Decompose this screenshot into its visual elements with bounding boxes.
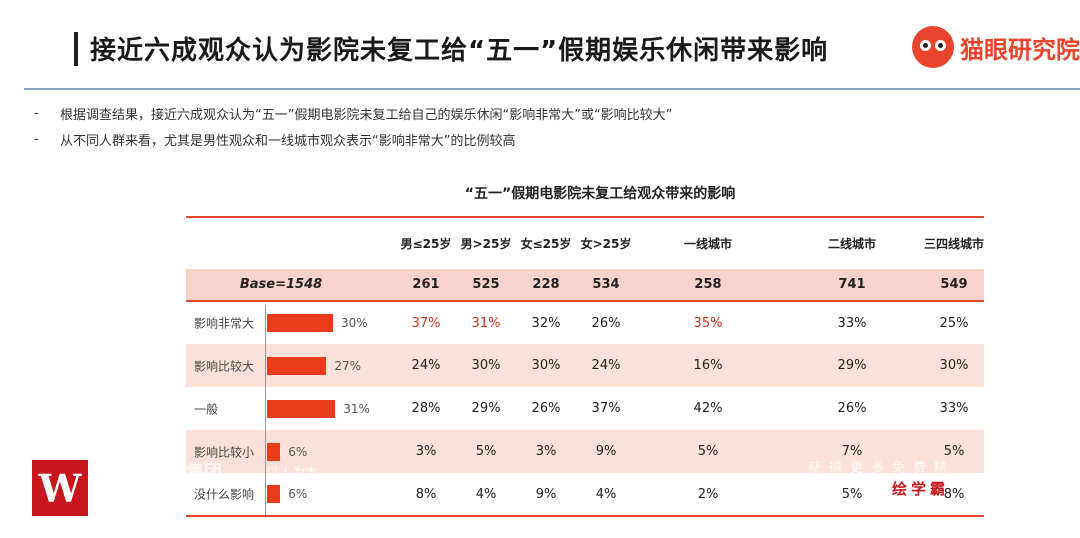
bullet-list: - 根据调查结果，接近六成观众认为“五一”假期电影院未复工给自己的娱乐休闲“影响非…: [34, 100, 672, 152]
column-header: 女>25岁: [580, 236, 632, 251]
column-header: 女≤25岁: [520, 236, 572, 251]
value-cell: 8%: [415, 486, 437, 502]
base-value-cell: 741: [838, 277, 866, 292]
bullet-text: 从不同人群来看，尤其是男性观众和一线城市观众表示“影响非常大”的比例较高: [60, 133, 516, 149]
table-row: 没什么影响 6% 8% 4% 9% 4% 2% 5% 8%: [186, 473, 984, 516]
value-cell: 37%: [411, 315, 441, 331]
category-label: 影响比较小: [194, 445, 255, 459]
value-cell: 26%: [591, 315, 621, 331]
base-value-cell: 258: [694, 277, 722, 292]
value-cell: 28%: [411, 401, 441, 416]
brand-name: 猫眼研究院: [960, 35, 1080, 64]
value-cell: 5%: [697, 444, 719, 459]
table-row: 影响比较大 27% 24% 30% 30% 24% 16% 29% 30%: [186, 344, 984, 387]
base-value-cell: 525: [472, 277, 500, 292]
table-row: 影响比较小 6% 3% 5% 3% 9% 5% 7% 5%: [186, 430, 984, 473]
category-label: 影响比较大: [194, 359, 255, 373]
bar-axis-line: [265, 305, 266, 515]
value-cell: 2%: [697, 486, 719, 502]
value-cell: 37%: [591, 401, 621, 416]
value-cell: 5%: [475, 444, 497, 459]
value-cell: 32%: [531, 315, 561, 331]
overall-bar-label: 30%: [341, 316, 368, 330]
row-label-cell: 没什么影响 6%: [186, 473, 396, 516]
watermark-logo: W: [32, 460, 88, 516]
overall-bar: [267, 399, 336, 418]
value-cell: 30%: [471, 358, 501, 373]
bullet-text: 根据调查结果，接近六成观众认为“五一”假期电影院未复工给自己的娱乐休闲“影响非常…: [60, 107, 673, 123]
column-header: 三四线城市: [924, 236, 985, 251]
watermark-promo-text: 获得更多免费精: [808, 461, 956, 476]
value-cell: 5%: [943, 444, 965, 459]
category-label: 影响非常大: [194, 316, 255, 331]
overall-bar: [267, 485, 281, 503]
table-header-row: 男≤25岁 男>25岁 女≤25岁 女>25岁 一线城市 二线城市 三四线城市: [186, 217, 984, 269]
bullet-item: - 根据调查结果，接近六成观众认为“五一”假期电影院未复工给自己的娱乐休闲“影响非…: [34, 105, 673, 123]
value-cell: 31%: [471, 315, 501, 331]
overall-bar: [267, 356, 327, 375]
row-label-cell: 影响比较大 27%: [186, 344, 396, 387]
value-cell: 35%: [693, 315, 723, 331]
value-cell: 24%: [591, 358, 621, 373]
overall-bar-label: 27%: [334, 358, 362, 373]
value-cell: 30%: [939, 358, 969, 373]
overall-bar: [267, 314, 333, 332]
value-cell: 25%: [939, 315, 969, 331]
value-cell: 9%: [595, 444, 617, 459]
category-label: 一般: [194, 402, 219, 416]
header-blank-cell: [186, 217, 396, 269]
column-header: 男>25岁: [460, 236, 512, 251]
value-cell: 8%: [943, 486, 965, 502]
table-base-row: Base=1548 261 525 228 534 258 741 549: [186, 269, 984, 301]
value-cell: 33%: [939, 401, 969, 416]
row-label-cell: 一般 31%: [186, 387, 396, 430]
column-header: 一线城市: [683, 236, 732, 251]
overall-bar-label: 31%: [343, 401, 370, 416]
value-cell: 24%: [411, 358, 441, 373]
column-header: 二线城市: [827, 236, 876, 251]
chart-title: “五一”假期电影院未复工给观众带来的影响: [464, 186, 736, 202]
category-label: 没什么影响: [194, 487, 255, 502]
value-cell: 4%: [595, 486, 617, 502]
overall-bar-label: 6%: [288, 444, 308, 459]
base-value-cell: 228: [532, 277, 560, 292]
brand-logo-area: 猫眼研究院: [912, 26, 1080, 68]
bullet-item: - 从不同人群来看，尤其是男性观众和一线城市观众表示“影响非常大”的比例较高: [34, 131, 516, 149]
impact-table: 男≤25岁 男>25岁 女≤25岁 女>25岁 一线城市 二线城市 三四线城市 Base=1…: [186, 216, 984, 517]
value-cell: 9%: [535, 486, 557, 502]
overall-bar-label: 6%: [288, 487, 308, 501]
title-area: 接近六成观众认为影院未复工给“五一”假期娱乐休闲带来影响: [74, 30, 828, 67]
row-label-cell: 影响比较小 6%: [186, 430, 396, 473]
base-value-cell: 261: [412, 277, 440, 292]
value-cell: 30%: [531, 358, 561, 373]
value-cell: 26%: [837, 401, 867, 416]
value-cell: 3%: [535, 444, 557, 459]
value-cell: 7%: [841, 444, 863, 459]
value-cell: 16%: [693, 358, 723, 373]
page-title: 接近六成观众认为影院未复工给“五一”假期娱乐休闲带来影响: [90, 36, 829, 66]
value-cell: 33%: [837, 315, 867, 331]
cat-eye-logo-icon: [912, 26, 954, 68]
row-label-cell: 影响非常大 30%: [186, 301, 396, 344]
watermark-promo-brand: 绘学霸: [892, 480, 950, 498]
value-cell: 4%: [475, 486, 497, 502]
title-accent-bar: [74, 31, 78, 66]
value-cell: 5%: [841, 486, 863, 502]
watermark-group-text: 集团: [186, 462, 222, 483]
base-label: Base=1548: [239, 277, 323, 292]
watermark-slogan-text: 以人为本: [266, 466, 319, 481]
column-header: 男≤25岁: [400, 236, 452, 251]
table-row: 一般 31% 28% 29% 26% 37% 42% 26% 33%: [186, 387, 984, 430]
value-cell: 42%: [693, 401, 723, 416]
base-value-cell: 534: [592, 277, 620, 292]
table-row: 影响非常大 30% 37% 31% 32% 26% 35% 33% 25%: [186, 301, 984, 344]
value-cell: 26%: [531, 401, 561, 416]
overall-bar: [267, 442, 281, 461]
value-cell: 3%: [415, 444, 437, 459]
header-divider: [24, 88, 1080, 90]
base-value-cell: 549: [940, 277, 968, 292]
value-cell: 29%: [471, 401, 501, 416]
value-cell: 29%: [837, 358, 867, 373]
